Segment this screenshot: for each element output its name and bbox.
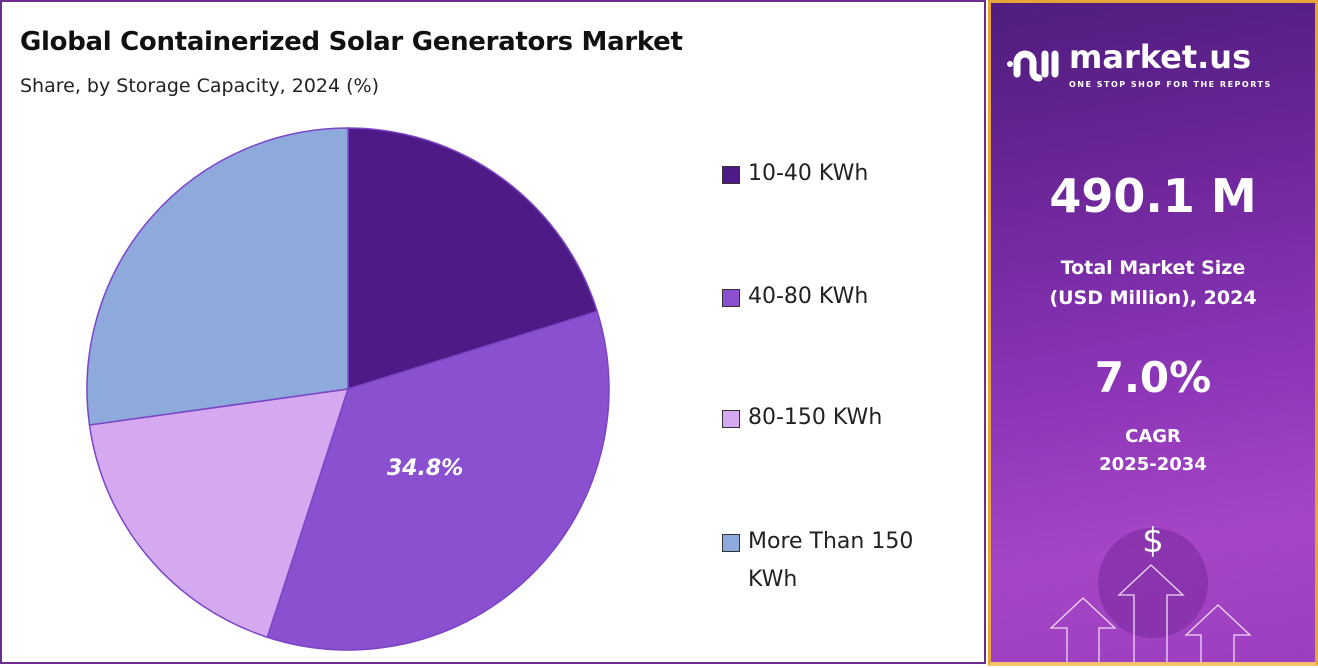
legend-label: More Than 150 KWh <box>748 529 914 592</box>
stats-panel: $ market.us ONE STOP SHOP FOR THE REPORT… <box>988 0 1318 666</box>
pie-slice-1 <box>266 310 610 651</box>
legend-swatch <box>722 166 740 184</box>
brand-name: market.us <box>1069 38 1252 76</box>
brand-tagline: ONE STOP SHOP FOR THE REPORTS <box>1069 80 1272 89</box>
legend-label: 40-80 KWh <box>748 284 869 309</box>
logo-icon <box>1007 50 1059 82</box>
cagr-label: CAGR <box>1125 426 1181 447</box>
pie-chart: 34.8% <box>86 127 610 651</box>
legend-swatch <box>722 410 740 428</box>
data-label: 34.8% <box>387 456 463 481</box>
legend-swatch <box>722 289 740 307</box>
legend-label: 80-150 KWh <box>748 405 883 430</box>
background-decoration <box>1049 528 1252 662</box>
legend-item: 40-80 KWh <box>722 278 962 316</box>
cagr-value: 7.0% <box>1094 353 1212 402</box>
pie-slice-0 <box>347 127 599 391</box>
pie-slice-3 <box>86 127 349 426</box>
market-size-value: 490.1 M <box>1049 169 1257 223</box>
legend-item: 10-40 KWh <box>722 155 962 193</box>
chart-title: Global Containerized Solar Generators Ma… <box>20 27 683 57</box>
market-size-label-2: (USD Million), 2024 <box>1049 287 1257 309</box>
pie-slice-2 <box>88 388 350 639</box>
cagr-period: 2025-2034 <box>1099 454 1207 475</box>
market-size-label: Total Market Size <box>1060 257 1246 279</box>
legend-label: 10-40 KWh <box>748 161 869 186</box>
dollar-icon: $ <box>1142 521 1164 561</box>
chart-subtitle: Share, by Storage Capacity, 2024 (%) <box>20 75 380 97</box>
legend-item: 80-150 KWh <box>722 399 962 437</box>
brand-logo: market.us ONE STOP SHOP FOR THE REPORTS <box>1007 37 1272 91</box>
legend-swatch <box>722 534 740 552</box>
chart-panel: Global Containerized Solar Generators Ma… <box>0 0 986 664</box>
legend-item: More Than 150 KWh <box>722 523 962 599</box>
